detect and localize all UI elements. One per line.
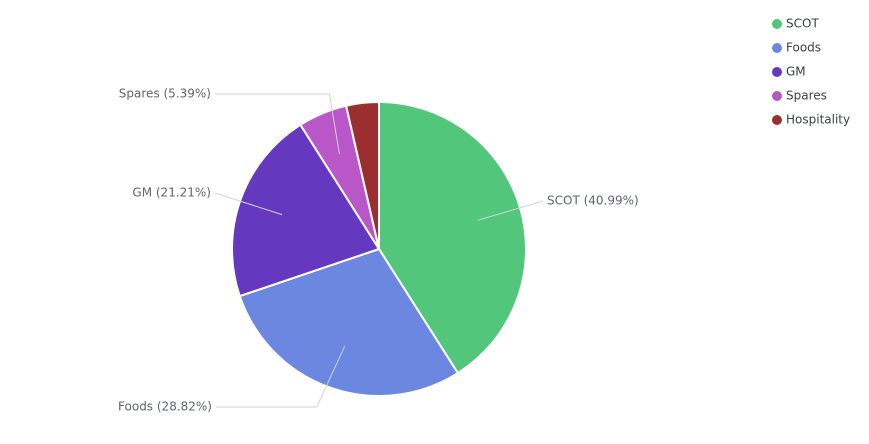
legend-label[interactable]: Spares bbox=[786, 89, 827, 103]
slice-label: GM (21.21%) bbox=[132, 186, 211, 200]
leader-line bbox=[214, 192, 283, 216]
legend-swatch[interactable] bbox=[772, 19, 782, 29]
pie bbox=[231, 100, 527, 397]
legend-label[interactable]: Hospitality bbox=[786, 113, 850, 127]
legend-swatch[interactable] bbox=[772, 91, 782, 101]
legend-swatch[interactable] bbox=[772, 115, 782, 125]
slice-label: Spares (5.39%) bbox=[119, 87, 211, 101]
pie-slice bbox=[238, 247, 460, 397]
legend-label[interactable]: GM bbox=[786, 65, 806, 79]
legend-label[interactable]: Foods bbox=[786, 41, 821, 55]
leader-line bbox=[215, 93, 340, 155]
pie-slice bbox=[231, 123, 381, 298]
slice-label: Foods (28.82%) bbox=[118, 400, 212, 414]
slice-label: SCOT (40.99%) bbox=[547, 194, 639, 208]
pie-slice bbox=[344, 100, 380, 250]
legend-label[interactable]: SCOT bbox=[786, 17, 819, 31]
legend-swatch[interactable] bbox=[772, 67, 782, 77]
legend: SCOT Foods GM Spares Hospitality bbox=[772, 17, 850, 127]
legend-swatch[interactable] bbox=[772, 43, 782, 53]
slice-labels: SCOT (40.99%) Foods (28.82%) GM (21.21%) Sp… bbox=[118, 87, 639, 414]
leader-line bbox=[216, 345, 346, 408]
leader-line bbox=[477, 200, 544, 221]
